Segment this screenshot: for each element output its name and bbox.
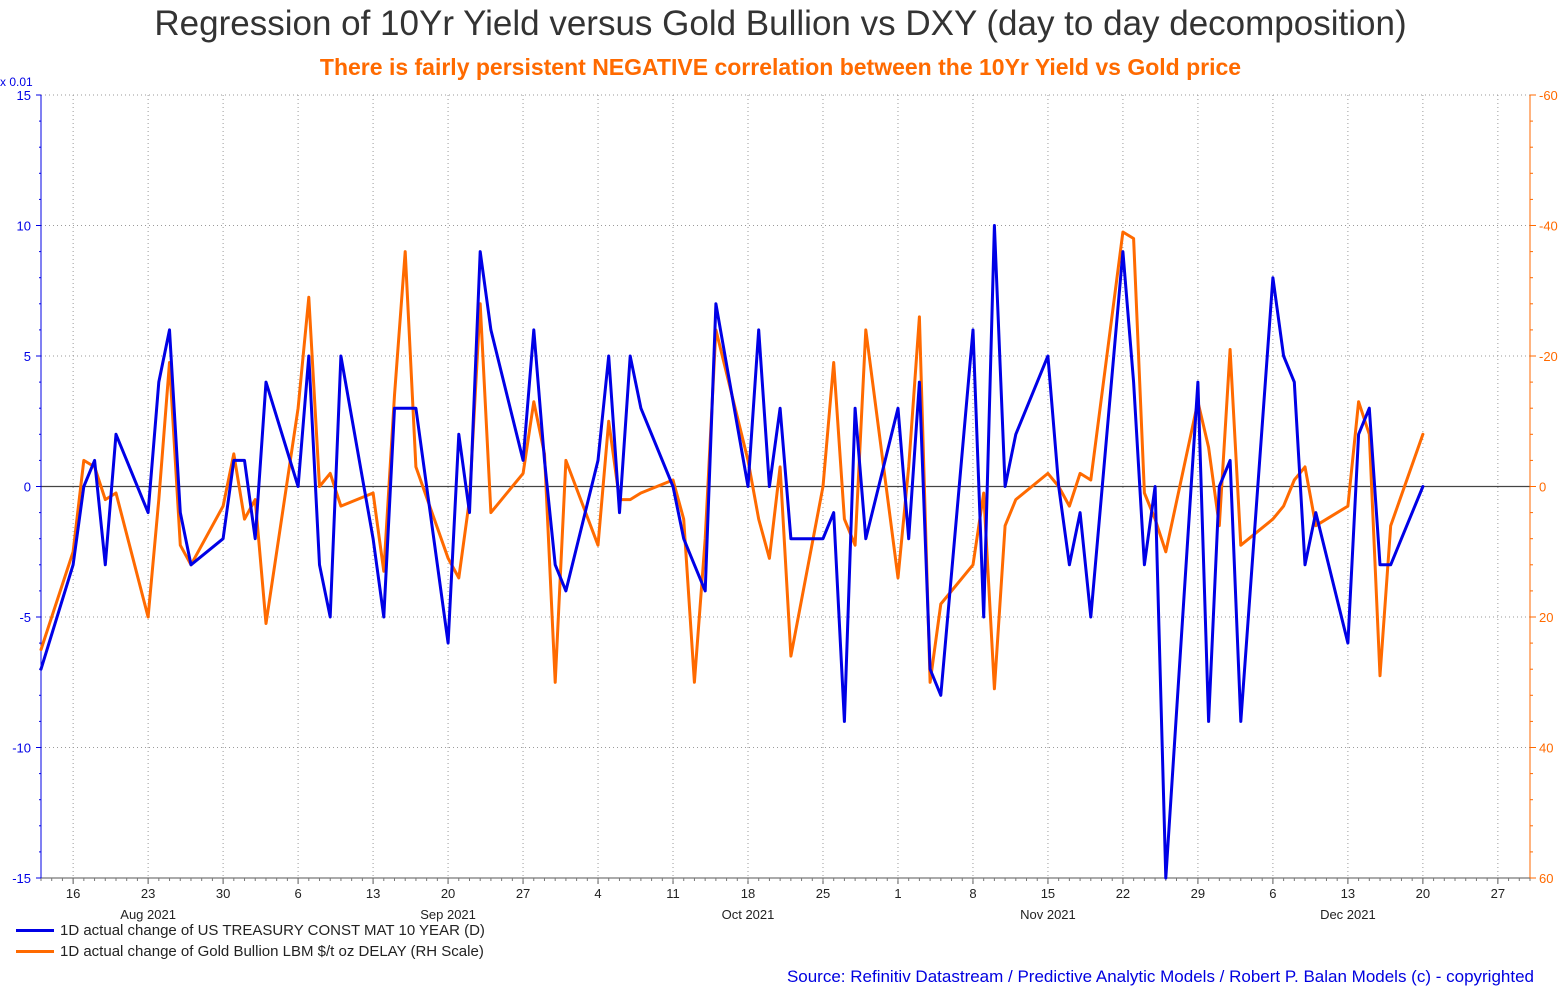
right-tick-label: -40 <box>1539 219 1558 234</box>
left-tick-label: 5 <box>24 349 31 364</box>
x-tick-label: 8 <box>969 886 976 901</box>
series-layer <box>39 224 1425 880</box>
x-tick-label: 6 <box>294 886 301 901</box>
x-tick-label: 6 <box>1269 886 1276 901</box>
x-month-label: Dec 2021 <box>1320 907 1376 922</box>
left-tick-label: -10 <box>12 741 31 756</box>
right-tick-label: -60 <box>1539 88 1558 103</box>
x-tick-label: 16 <box>66 886 80 901</box>
x-month-label: Oct 2021 <box>722 907 775 922</box>
x-tick-label: 20 <box>1416 886 1430 901</box>
x-tick-label: 25 <box>816 886 830 901</box>
right-tick-label: 20 <box>1539 610 1553 625</box>
chart-subtitle: There is fairly persistent NEGATIVE corr… <box>319 54 1242 80</box>
x-tick-label: 18 <box>741 886 755 901</box>
right-tick-label: -20 <box>1539 349 1558 364</box>
left-tick-label: 10 <box>17 219 31 234</box>
x-tick-label: 27 <box>1491 886 1505 901</box>
series-line-gold <box>39 230 1425 691</box>
left-tick-label: 15 <box>17 88 31 103</box>
x-tick-label: 11 <box>666 886 680 901</box>
legend-item-yield: 1D actual change of US TREASURY CONST MA… <box>16 920 485 940</box>
right-tick-label: 60 <box>1539 871 1553 886</box>
left-tick-label: -5 <box>19 610 31 625</box>
x-tick-label: 27 <box>516 886 530 901</box>
legend-label-gold: 1D actual change of Gold Bullion LBM $/t… <box>60 942 484 960</box>
chart-title: Regression of 10Yr Yield versus Gold Bul… <box>154 4 1407 43</box>
x-tick-label: 1 <box>894 886 901 901</box>
x-month-label: Nov 2021 <box>1020 907 1076 922</box>
x-tick-label: 29 <box>1191 886 1205 901</box>
series-line-yield <box>39 224 1425 880</box>
x-tick-label: 13 <box>1341 886 1355 901</box>
x-tick-label: 4 <box>594 886 601 901</box>
x-tick-label: 30 <box>216 886 230 901</box>
x-month-label: Sep 2021 <box>420 907 476 922</box>
right-tick-label: 0 <box>1539 480 1546 495</box>
left-tick-label: -15 <box>12 871 31 886</box>
legend-swatch-gold <box>16 949 54 953</box>
legend-swatch-yield <box>16 928 54 932</box>
right-tick-label: 40 <box>1539 741 1553 756</box>
legend-label-yield: 1D actual change of US TREASURY CONST MA… <box>60 921 485 939</box>
x-tick-label: 15 <box>1041 886 1055 901</box>
grid-lines <box>41 94 1530 878</box>
x-tick-label: 22 <box>1116 886 1130 901</box>
left-tick-label: 0 <box>24 480 31 495</box>
x-tick-label: 23 <box>141 886 155 901</box>
source-credit: Source: Refinitiv Datastream / Predictiv… <box>786 967 1534 986</box>
legend-item-gold: 1D actual change of Gold Bullion LBM $/t… <box>16 941 484 961</box>
left-axis-unit-label: x 0.01 <box>0 75 33 89</box>
x-tick-label: 20 <box>441 886 455 901</box>
x-tick-label: 13 <box>366 886 380 901</box>
x-month-label: Aug 2021 <box>120 907 176 922</box>
